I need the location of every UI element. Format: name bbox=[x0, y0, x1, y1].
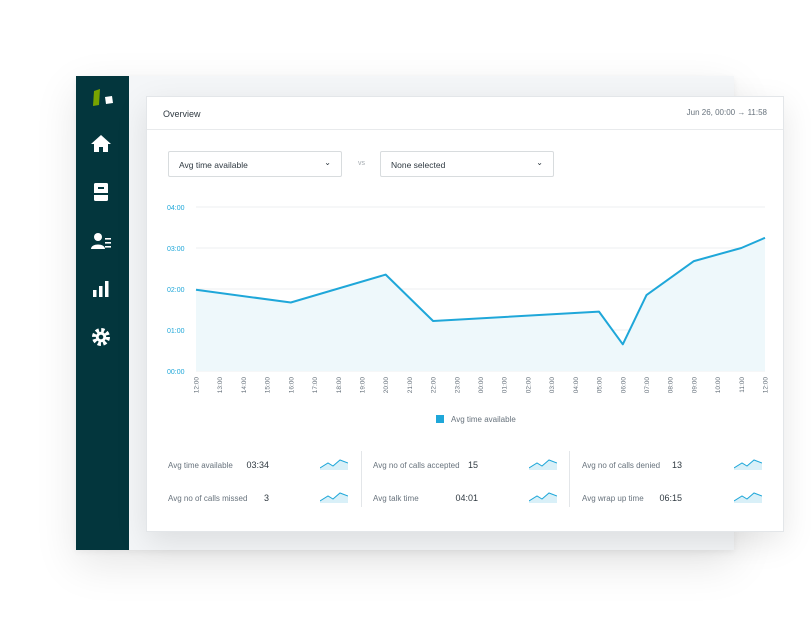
sparkline-icon bbox=[734, 492, 762, 503]
reporting-icon[interactable] bbox=[90, 278, 112, 300]
x-tick-label: 09:00 bbox=[691, 377, 698, 394]
x-tick-label: 04:00 bbox=[573, 377, 580, 394]
x-tick-label: 02:00 bbox=[525, 377, 532, 394]
x-tick-label: 12:00 bbox=[763, 377, 770, 394]
x-tick-label: 07:00 bbox=[644, 377, 651, 394]
stat-label: Avg time available bbox=[168, 461, 233, 470]
agents-icon[interactable] bbox=[90, 230, 112, 252]
series-line bbox=[195, 236, 766, 346]
chevron-down-icon: ⌄ bbox=[324, 158, 331, 167]
y-tick-label: 01:00 bbox=[167, 328, 185, 335]
stats-divider bbox=[361, 451, 362, 507]
vs-label: vs bbox=[358, 160, 365, 167]
sparkline-icon bbox=[320, 459, 348, 470]
chevron-down-icon: ⌄ bbox=[536, 158, 543, 167]
legend-swatch bbox=[436, 415, 444, 423]
x-tick-label: 03:00 bbox=[549, 377, 556, 394]
compare-select-value: None selected bbox=[391, 160, 446, 170]
x-tick-label: 01:00 bbox=[502, 377, 509, 394]
home-icon[interactable] bbox=[90, 133, 112, 155]
y-tick-label: 03:00 bbox=[167, 246, 185, 253]
x-tick-label: 17:00 bbox=[312, 377, 319, 394]
y-tick-label: 00:00 bbox=[167, 369, 185, 376]
x-tick-label: 21:00 bbox=[407, 377, 414, 394]
legend-label: Avg time available bbox=[451, 415, 516, 424]
overview-panel: Overview Jun 26, 00:00 → 11:58 Avg time … bbox=[146, 96, 784, 532]
stat-value: 03:34 bbox=[246, 460, 269, 470]
stat-value: 3 bbox=[263, 493, 269, 503]
date-range[interactable]: Jun 26, 00:00 → 11:58 bbox=[686, 108, 767, 117]
stat-label: Avg no of calls accepted bbox=[373, 461, 460, 470]
y-tick-label: 02:00 bbox=[167, 287, 185, 294]
panel-header: Overview Jun 26, 00:00 → 11:58 bbox=[147, 97, 783, 130]
sparkline-icon bbox=[734, 459, 762, 470]
sparkline-icon bbox=[529, 459, 557, 470]
x-tick-label: 05:00 bbox=[597, 377, 604, 394]
x-tick-label: 13:00 bbox=[217, 377, 224, 394]
x-tick-label: 12:00 bbox=[194, 377, 201, 394]
x-tick-label: 19:00 bbox=[359, 377, 366, 394]
x-tick-label: 22:00 bbox=[431, 377, 438, 394]
y-tick-label: 04:00 bbox=[167, 205, 185, 212]
compare-select[interactable]: None selected ⌄ bbox=[380, 151, 554, 177]
x-tick-label: 23:00 bbox=[454, 377, 461, 394]
metric-select[interactable]: Avg time available ⌄ bbox=[168, 151, 342, 177]
inbox-icon[interactable] bbox=[90, 181, 112, 203]
stat-value: 04:01 bbox=[455, 493, 478, 503]
stat-value: 15 bbox=[467, 460, 478, 470]
sidebar bbox=[76, 76, 129, 550]
sparkline-icon bbox=[320, 492, 348, 503]
sparkline-icon bbox=[529, 492, 557, 503]
x-tick-label: 08:00 bbox=[668, 377, 675, 394]
x-tick-label: 06:00 bbox=[620, 377, 627, 394]
x-tick-label: 00:00 bbox=[478, 377, 485, 394]
series-area bbox=[196, 237, 765, 371]
stats-divider bbox=[569, 451, 570, 507]
stat-label: Avg talk time bbox=[373, 494, 419, 503]
settings-icon[interactable] bbox=[90, 326, 112, 348]
stats-summary: Avg time available 03:34 Avg no of calls m… bbox=[147, 449, 783, 509]
metric-select-value: Avg time available bbox=[179, 160, 248, 170]
stat-value: 13 bbox=[671, 460, 682, 470]
line-chart: 00:00 01:00 02:00 03:00 04:00 12:00 13:00 14:00… bbox=[167, 205, 770, 424]
x-tick-label: 18:00 bbox=[336, 377, 343, 394]
x-tick-label: 16:00 bbox=[288, 377, 295, 394]
x-tick-label: 14:00 bbox=[241, 377, 248, 394]
stat-value: 06:15 bbox=[659, 493, 682, 503]
logo-icon bbox=[93, 89, 113, 106]
x-tick-label: 10:00 bbox=[715, 377, 722, 394]
stat-label: Avg no of calls missed bbox=[168, 494, 248, 503]
stat-label: Avg no of calls denied bbox=[582, 461, 661, 470]
x-tick-label: 15:00 bbox=[265, 377, 272, 394]
x-tick-label: 20:00 bbox=[383, 377, 390, 394]
x-tick-label: 11:00 bbox=[739, 377, 746, 393]
stat-label: Avg wrap up time bbox=[582, 494, 644, 503]
panel-title: Overview bbox=[163, 109, 201, 119]
